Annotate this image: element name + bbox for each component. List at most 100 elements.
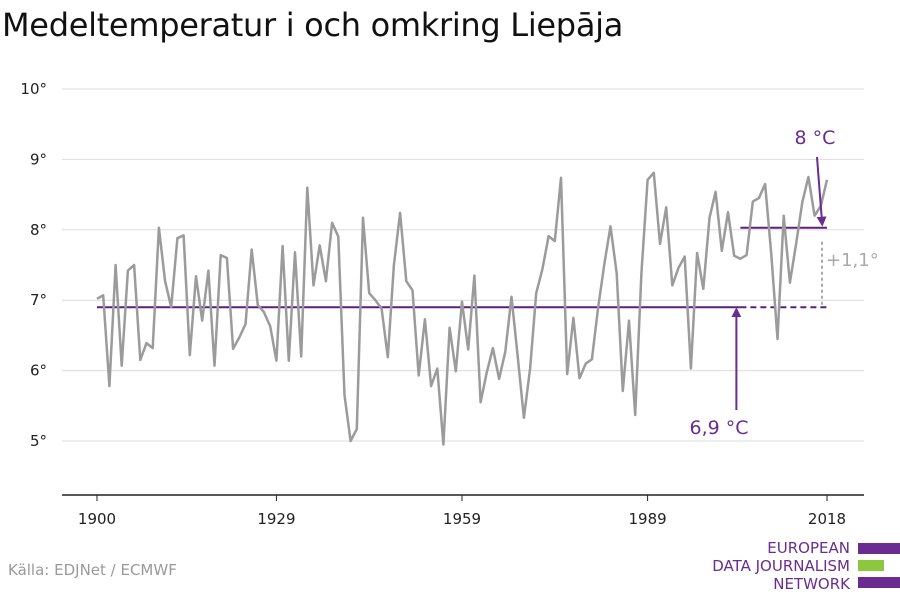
data-point <box>702 288 705 291</box>
data-point <box>294 251 297 254</box>
data-point <box>597 307 600 310</box>
data-point <box>207 269 210 272</box>
data-point <box>176 237 179 240</box>
data-point <box>430 385 433 388</box>
y-tick-label: 9° <box>30 150 47 168</box>
data-point <box>764 183 767 186</box>
data-point <box>665 206 668 209</box>
axes: 5° 6° 7° 8° 9° 10° 1900 1929 1959 1989 2018 <box>20 80 864 528</box>
data-point <box>578 377 581 380</box>
data-point <box>226 257 229 260</box>
data-point <box>591 358 594 361</box>
data-point <box>96 297 99 300</box>
data-point <box>170 306 173 309</box>
source-label: Källa: EDJNet / ECMWF <box>8 561 177 579</box>
data-point <box>572 317 575 320</box>
data-point <box>275 359 278 362</box>
data-point <box>195 275 198 278</box>
data-point <box>151 347 154 350</box>
data-point <box>108 385 111 388</box>
data-point <box>287 359 290 362</box>
data-point <box>516 355 519 358</box>
series <box>96 171 829 446</box>
data-point <box>467 348 470 351</box>
data-point <box>448 326 451 329</box>
data-point <box>584 362 587 365</box>
data-point <box>727 211 730 214</box>
data-point <box>386 356 389 359</box>
data-point <box>721 250 724 253</box>
logo-bar-purple-bottom <box>858 577 900 588</box>
data-point <box>114 264 117 267</box>
data-point <box>263 311 266 314</box>
data-point <box>683 255 686 258</box>
data-point <box>417 374 420 377</box>
x-tick-label: 1959 <box>443 510 481 528</box>
data-point <box>455 370 458 373</box>
x-tick-label: 1989 <box>628 510 666 528</box>
data-point <box>807 176 810 179</box>
data-point <box>553 240 556 243</box>
data-point <box>659 243 662 246</box>
data-point <box>442 443 445 446</box>
data-point <box>405 280 408 283</box>
logo-bar-purple-top <box>858 543 900 554</box>
data-point <box>300 355 303 358</box>
data-point <box>640 272 643 275</box>
data-point <box>813 214 816 217</box>
data-point <box>690 367 693 370</box>
label-average-1900: 6,9 °C <box>689 417 748 439</box>
data-point <box>714 190 717 193</box>
data-point <box>306 186 309 189</box>
data-point <box>566 373 569 376</box>
data-point <box>281 245 284 248</box>
y-tick-label: 7° <box>30 291 47 309</box>
data-point <box>312 284 315 287</box>
data-point <box>318 244 321 247</box>
data-point <box>238 336 241 339</box>
data-point <box>473 274 476 277</box>
data-point <box>133 264 136 267</box>
data-point <box>461 300 464 303</box>
data-point <box>758 197 761 200</box>
data-point <box>609 225 612 228</box>
data-point <box>560 176 563 179</box>
y-tick-label: 10° <box>20 80 47 98</box>
data-point <box>770 253 773 256</box>
data-point <box>733 255 736 258</box>
data-point <box>182 234 185 237</box>
data-point <box>510 295 513 298</box>
data-point <box>120 364 123 367</box>
y-tick-label: 8° <box>30 221 47 239</box>
data-point <box>349 440 352 443</box>
data-point <box>529 367 532 370</box>
logo-line-data-journalism: DATA JOURNALISM <box>712 557 850 575</box>
edjn-logo[interactable]: EUROPEAN DATA JOURNALISM NETWORK <box>700 539 900 595</box>
data-point <box>745 254 748 257</box>
data-point <box>411 289 414 292</box>
data-point <box>219 254 222 257</box>
x-tick-label: 1929 <box>257 510 295 528</box>
data-point <box>628 319 631 322</box>
data-point <box>232 347 235 350</box>
data-point <box>164 280 167 283</box>
data-point <box>269 325 272 328</box>
data-point <box>652 171 655 174</box>
data-point <box>374 299 377 302</box>
data-point <box>498 378 501 381</box>
data-point <box>541 268 544 271</box>
data-point <box>257 304 260 307</box>
data-point <box>677 267 680 270</box>
y-tick-label: 5° <box>30 432 47 450</box>
data-point <box>634 414 637 417</box>
data-point <box>213 364 216 367</box>
data-point <box>782 214 785 217</box>
data-point <box>244 323 247 326</box>
data-point <box>380 307 383 310</box>
data-point <box>485 371 488 374</box>
data-point <box>492 347 495 350</box>
chart-title: Medeltemperatur i och omkring Liepāja <box>2 6 624 44</box>
y-tick-label: 6° <box>30 362 47 380</box>
data-point <box>158 226 161 229</box>
data-point <box>399 212 402 215</box>
